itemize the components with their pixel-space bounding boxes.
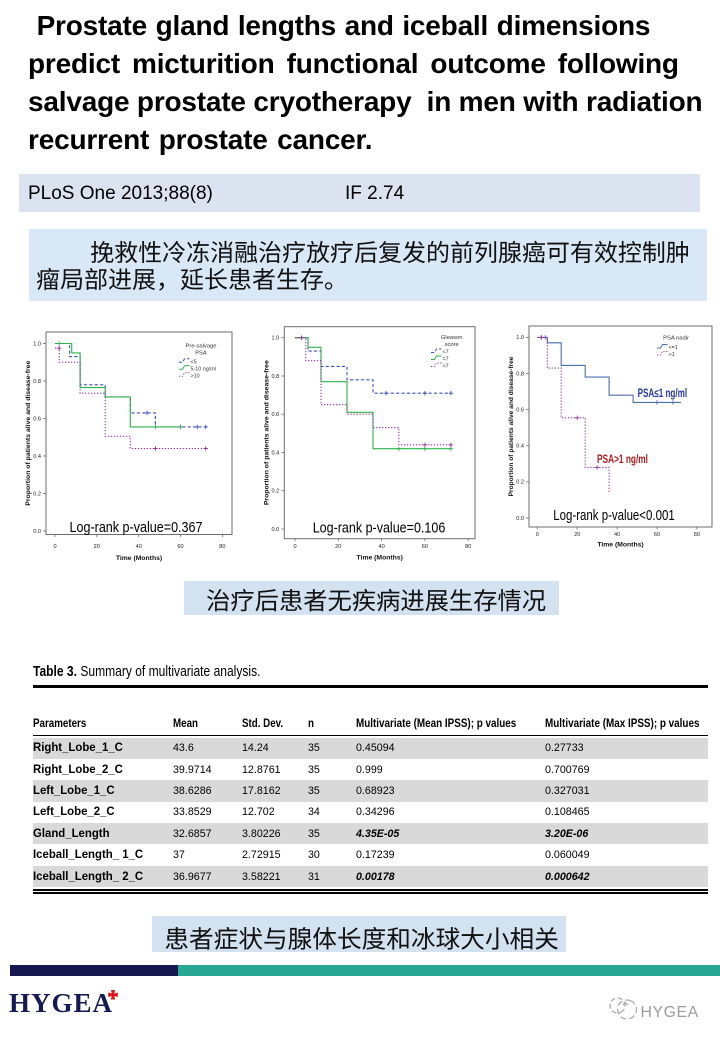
- svg-text:0: 0: [293, 544, 296, 550]
- svg-text:1.0: 1.0: [516, 335, 524, 341]
- svg-text:60: 60: [422, 544, 428, 550]
- svg-text:0.4: 0.4: [33, 454, 41, 460]
- svg-text:Proportion of patients alive a: Proportion of patients alive and disease…: [263, 360, 270, 505]
- svg-text:80: 80: [465, 544, 471, 550]
- svg-text:>10: >10: [191, 373, 200, 379]
- svg-text:>1: >1: [669, 352, 675, 358]
- svg-text:0: 0: [53, 544, 56, 550]
- svg-text:20: 20: [94, 544, 100, 550]
- svg-text:PSA>1 ng/ml: PSA>1 ng/ml: [597, 454, 648, 466]
- svg-text:Log-rank p-value=0.106: Log-rank p-value=0.106: [313, 520, 446, 537]
- svg-text:40: 40: [136, 544, 142, 550]
- svg-text:Time (Months): Time (Months): [357, 555, 403, 562]
- svg-text:PSA≤1 ng/ml: PSA≤1 ng/ml: [638, 388, 688, 400]
- svg-text:40: 40: [614, 532, 620, 538]
- svg-text:0.2: 0.2: [33, 491, 41, 497]
- svg-text:0.6: 0.6: [272, 412, 280, 418]
- svg-text:20: 20: [574, 532, 580, 538]
- svg-text:HYGEA: HYGEA: [641, 1004, 699, 1021]
- svg-text:0.8: 0.8: [33, 379, 41, 385]
- svg-text:Gleason: Gleason: [441, 335, 463, 341]
- svg-text:PSA: PSA: [195, 351, 207, 357]
- svg-text:score: score: [445, 342, 459, 348]
- svg-text:0.6: 0.6: [33, 416, 41, 422]
- svg-text:0.2: 0.2: [272, 489, 280, 495]
- svg-text:0.0: 0.0: [272, 527, 280, 533]
- svg-text:60: 60: [177, 544, 183, 550]
- svg-text:=7: =7: [443, 357, 449, 363]
- svg-text:<5: <5: [191, 359, 197, 365]
- svg-text:40: 40: [378, 544, 384, 550]
- svg-text:0.0: 0.0: [33, 529, 41, 535]
- svg-text:0.2: 0.2: [516, 480, 524, 486]
- svg-text:5-10 ng/ml: 5-10 ng/ml: [191, 366, 216, 372]
- svg-text:0.8: 0.8: [272, 374, 280, 380]
- svg-text:60: 60: [654, 532, 660, 538]
- svg-text:Log-rank p-value=0.367: Log-rank p-value=0.367: [70, 519, 203, 536]
- svg-text:80: 80: [219, 544, 225, 550]
- svg-text:Time (Months): Time (Months): [597, 542, 643, 549]
- svg-text:0: 0: [536, 532, 539, 538]
- svg-text:Time (Months): Time (Months): [116, 555, 162, 562]
- svg-text:PSA nadir: PSA nadir: [663, 336, 689, 342]
- svg-text:0.8: 0.8: [516, 371, 524, 377]
- svg-text:0.0: 0.0: [516, 516, 524, 522]
- svg-text:<7: <7: [443, 350, 449, 356]
- svg-text:Proportion of patients alive a: Proportion of patients alive and disease…: [25, 360, 32, 505]
- svg-text:0.4: 0.4: [272, 450, 280, 456]
- svg-text:0.4: 0.4: [516, 444, 524, 450]
- svg-text:<=1: <=1: [669, 345, 678, 351]
- svg-text:20: 20: [335, 544, 341, 550]
- svg-text:1.0: 1.0: [33, 341, 41, 347]
- svg-text:>7: >7: [443, 364, 449, 370]
- svg-text:Log-rank p-value<0.001: Log-rank p-value<0.001: [553, 507, 674, 524]
- svg-text:Pre-salvage: Pre-salvage: [186, 344, 217, 350]
- svg-text:0.6: 0.6: [516, 407, 524, 413]
- svg-text:Proportion of patients alive a: Proportion of patients alive and disease…: [508, 356, 515, 496]
- svg-text:80: 80: [694, 532, 700, 538]
- svg-text:1.0: 1.0: [272, 336, 280, 342]
